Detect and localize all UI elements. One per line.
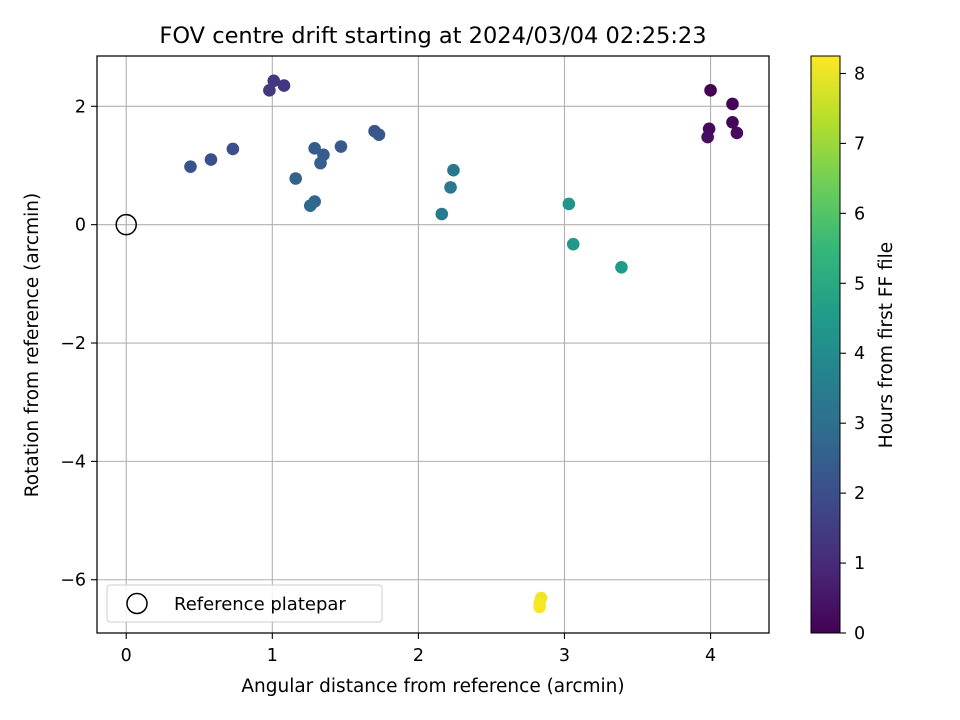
colorbar-tick-label: 8 — [854, 64, 865, 84]
y-tick-label: 2 — [75, 97, 86, 117]
colorbar-tick-label: 5 — [854, 274, 865, 294]
colorbar-tick-label: 1 — [854, 554, 865, 574]
data-point — [701, 130, 714, 144]
scatter-points — [184, 74, 744, 614]
y-tick-label: −6 — [60, 571, 86, 591]
y-axis-label: Rotation from reference (arcmin) — [22, 193, 43, 497]
legend: Reference platepar — [106, 584, 383, 623]
colorbar-label: Hours from first FF file — [876, 242, 897, 448]
colorbar-tick-label: 6 — [854, 204, 865, 224]
x-axis-ticks: 0 1 2 3 4 — [121, 633, 716, 666]
chart-title: FOV centre drift starting at 2024/03/04 … — [159, 23, 706, 49]
data-point — [372, 128, 386, 142]
data-point — [204, 153, 218, 166]
data-point — [289, 172, 302, 185]
data-point — [730, 126, 744, 140]
x-tick-label: 2 — [413, 646, 424, 666]
legend-marker — [126, 592, 148, 615]
colorbar-tick-label: 4 — [854, 344, 865, 364]
y-tick-label: −4 — [60, 452, 86, 472]
data-point — [267, 74, 281, 88]
data-point — [226, 142, 240, 156]
legend-label: Reference platepar — [174, 594, 346, 615]
x-tick-label: 4 — [705, 646, 716, 666]
x-axis-label: Angular distance from reference (arcmin) — [241, 676, 624, 697]
data-point — [562, 197, 576, 211]
data-point — [726, 97, 739, 111]
colorbar-tick-label: 3 — [854, 414, 865, 434]
data-point — [314, 156, 327, 170]
data-point — [447, 163, 460, 177]
data-point — [334, 140, 348, 153]
y-tick-label: −2 — [60, 334, 86, 354]
grid — [97, 56, 769, 633]
colorbar-tick-label: 0 — [854, 624, 865, 644]
reference-marker — [115, 213, 137, 236]
x-tick-label: 1 — [267, 646, 278, 666]
data-point — [615, 260, 628, 274]
data-point — [533, 600, 546, 614]
data-point — [263, 84, 276, 97]
colorbar-tick-label: 2 — [854, 484, 865, 504]
colorbar-tick-label: 7 — [854, 134, 865, 154]
data-point — [726, 115, 739, 129]
reference-layer — [115, 213, 137, 236]
data-point — [435, 207, 449, 221]
colorbar-ticks: 0 1 2 3 4 5 6 7 8 — [840, 64, 865, 644]
x-tick-label: 3 — [559, 646, 570, 666]
data-point — [444, 181, 457, 194]
plot-area-frame — [96, 55, 770, 634]
data-point — [184, 160, 197, 173]
legend-box — [106, 584, 383, 623]
y-tick-label: 0 — [75, 216, 86, 236]
data-point — [704, 84, 717, 97]
data-point — [566, 237, 580, 251]
data-point — [303, 199, 317, 213]
x-tick-label: 0 — [121, 646, 132, 666]
colorbar — [810, 55, 841, 634]
data-point — [277, 79, 291, 92]
y-axis-ticks: 2 0 −2 −4 −6 — [60, 97, 97, 591]
data-point — [308, 142, 321, 155]
